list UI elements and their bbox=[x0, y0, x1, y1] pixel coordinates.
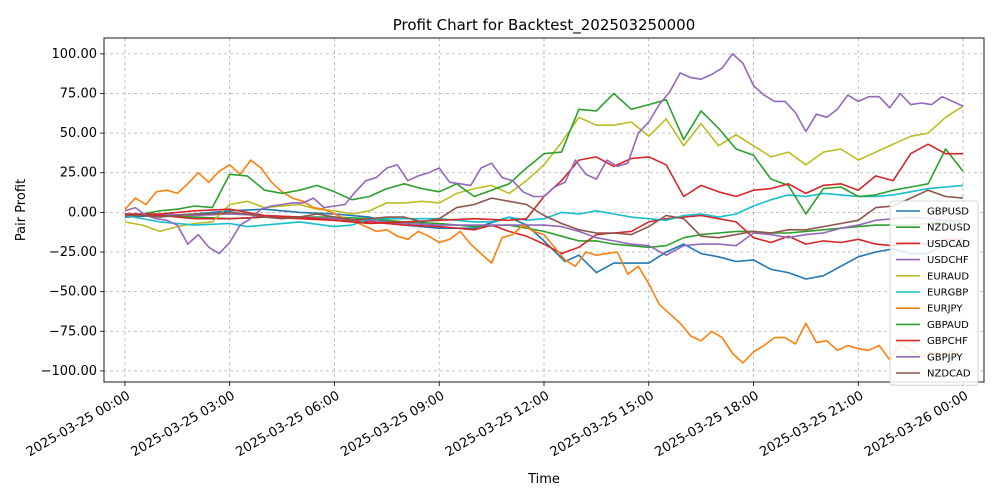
x-axis-label: Time bbox=[527, 472, 560, 487]
chart-title: Profit Chart for Backtest_202503250000 bbox=[393, 16, 696, 35]
legend-label: NZDCAD bbox=[927, 369, 971, 380]
legend-label: NZDUSD bbox=[927, 223, 971, 234]
series-line-eurgbp bbox=[124, 184, 964, 228]
y-tick-label: −25.00 bbox=[49, 245, 97, 260]
y-tick-label: 50.00 bbox=[60, 126, 97, 141]
y-tick-label: 100.00 bbox=[52, 47, 98, 62]
series-line-gbpaud bbox=[124, 92, 964, 217]
legend-label: GBPUSD bbox=[927, 207, 969, 218]
y-tick-label: −50.00 bbox=[49, 285, 97, 300]
legend-label: GBPAUD bbox=[927, 320, 969, 331]
series-line-gbpusd bbox=[124, 208, 964, 280]
y-tick-label: 25.00 bbox=[60, 166, 97, 181]
series-layer bbox=[124, 53, 964, 364]
y-tick-label: 75.00 bbox=[60, 86, 97, 101]
legend-label: EURGBP bbox=[927, 288, 968, 299]
legend-label: USDCHF bbox=[927, 255, 969, 266]
series-line-nzdcad bbox=[125, 189, 964, 239]
legend-label: USDCAD bbox=[927, 239, 970, 250]
y-tick-label: −75.00 bbox=[49, 324, 97, 339]
legend-label: GBPJPY bbox=[927, 352, 963, 363]
legend-box bbox=[889, 200, 979, 386]
grid bbox=[104, 38, 984, 382]
y-axis: 100.00 75.00 50.00 25.00 0.00 −25.00 −50.00 −75… bbox=[41, 47, 104, 379]
series-line-gbpchf bbox=[125, 143, 963, 225]
series-line-eurjpy bbox=[124, 159, 964, 364]
series-line-gbpjpy bbox=[124, 53, 964, 255]
legend-label: EURJPY bbox=[927, 304, 963, 315]
series-line-usdchf bbox=[125, 213, 963, 256]
legend-label: GBPCHF bbox=[927, 336, 968, 347]
y-tick-label: −100.00 bbox=[41, 364, 97, 379]
y-tick-label: 0.00 bbox=[68, 205, 97, 220]
legend-label: EURAUD bbox=[927, 271, 969, 282]
legend: GBPUSD NZDUSD USDCAD USDCHF EURAUD EURGBP EURJ… bbox=[889, 200, 979, 386]
y-axis-label: Pair Profit bbox=[14, 179, 29, 241]
